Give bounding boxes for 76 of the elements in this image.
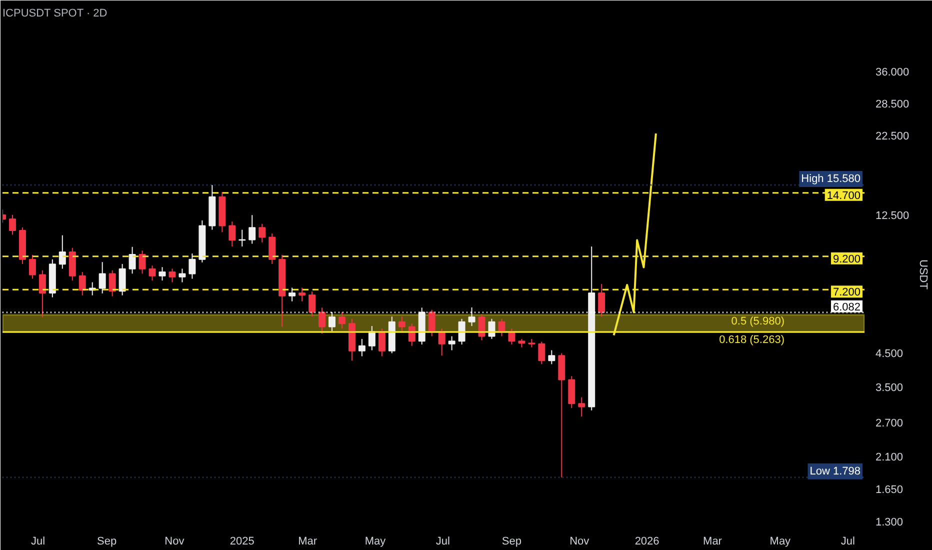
candlestick bbox=[158, 266, 166, 281]
candlestick bbox=[488, 318, 496, 340]
candlestick bbox=[178, 268, 186, 283]
candlestick bbox=[458, 318, 466, 345]
x-tick-label: Sep bbox=[502, 536, 522, 548]
x-tick-label: 2026 bbox=[634, 536, 660, 548]
candlestick bbox=[498, 318, 506, 337]
candlestick bbox=[168, 268, 176, 283]
y-tick-label: 1.650 bbox=[876, 484, 904, 496]
candlestick bbox=[268, 232, 276, 264]
candlestick bbox=[28, 254, 36, 280]
candlestick bbox=[298, 287, 306, 302]
candlestick bbox=[468, 306, 476, 327]
candlestick bbox=[548, 350, 556, 365]
x-tick-label: Jul bbox=[30, 536, 46, 548]
candlestick bbox=[308, 290, 316, 318]
y-axis-title: USDT bbox=[917, 260, 930, 290]
y-tick-label: 2.700 bbox=[876, 417, 904, 430]
candlestick bbox=[578, 396, 586, 417]
ref-line-label: High 15.580 bbox=[801, 173, 861, 186]
y-tick-label: 22.500 bbox=[876, 130, 910, 142]
candlestick bbox=[538, 341, 546, 365]
chart-title: ICPUSDT SPOT · 2D bbox=[2, 8, 108, 20]
candlestick bbox=[108, 270, 116, 297]
candlestick bbox=[428, 309, 436, 337]
candlestick bbox=[438, 328, 446, 356]
candlestick bbox=[338, 312, 346, 330]
ref-line-label: 0.618 (5.263) bbox=[719, 334, 784, 346]
y-tick-label: 3.500 bbox=[876, 382, 904, 394]
band-label: 0.5 (5.980) bbox=[731, 316, 784, 328]
ref-line-label: Low 1.798 bbox=[810, 465, 861, 478]
y-tick-label: 2.100 bbox=[876, 451, 904, 464]
candlestick bbox=[568, 376, 576, 409]
candlestick bbox=[38, 270, 46, 318]
ref-line-label: 14.700 bbox=[826, 190, 861, 202]
candlestick bbox=[98, 262, 106, 294]
x-tick-label: Mar bbox=[298, 536, 318, 548]
x-tick-label: May bbox=[364, 536, 386, 548]
y-tick-label: 12.500 bbox=[876, 210, 910, 222]
candlestick bbox=[58, 234, 66, 270]
candlestick bbox=[288, 287, 296, 302]
candlestick bbox=[248, 214, 256, 244]
candlestick bbox=[318, 307, 326, 334]
candlestick bbox=[128, 246, 136, 274]
candlestick bbox=[78, 271, 86, 296]
candlestick bbox=[478, 314, 486, 341]
x-tick-label: Mar bbox=[703, 536, 722, 548]
ref-line-label: 7.200 bbox=[832, 286, 861, 299]
candlestick bbox=[148, 265, 156, 281]
x-tick-label: Nov bbox=[164, 536, 185, 548]
candlestick bbox=[598, 284, 606, 318]
y-tick-label: 4.500 bbox=[876, 348, 904, 360]
x-tick-label: Jul bbox=[840, 536, 855, 548]
x-tick-label: Nov bbox=[570, 536, 590, 548]
x-tick-label: May bbox=[770, 536, 792, 548]
candlestick bbox=[328, 312, 336, 332]
candlestick bbox=[368, 326, 376, 351]
candlestick bbox=[138, 250, 146, 274]
y-tick-label: 36.000 bbox=[876, 66, 910, 79]
candlestick bbox=[398, 316, 406, 332]
candlestick bbox=[118, 263, 126, 296]
y-tick-label: 1.300 bbox=[876, 516, 904, 528]
candlestick bbox=[188, 252, 196, 280]
x-tick-label: Jul bbox=[436, 536, 450, 548]
x-tick-label: 2025 bbox=[230, 536, 254, 548]
candlestick bbox=[228, 221, 236, 247]
candlestick bbox=[358, 338, 366, 357]
candlestick bbox=[8, 214, 16, 236]
x-tick-label: Sep bbox=[96, 536, 117, 548]
candlestick bbox=[258, 223, 266, 243]
y-tick-label: 28.500 bbox=[876, 98, 910, 110]
ref-line-label: 6.082 bbox=[832, 301, 861, 314]
candlestick bbox=[448, 336, 456, 351]
candlestick bbox=[378, 328, 386, 357]
ref-line-label: 9.200 bbox=[832, 253, 861, 266]
candlestick bbox=[68, 247, 76, 281]
